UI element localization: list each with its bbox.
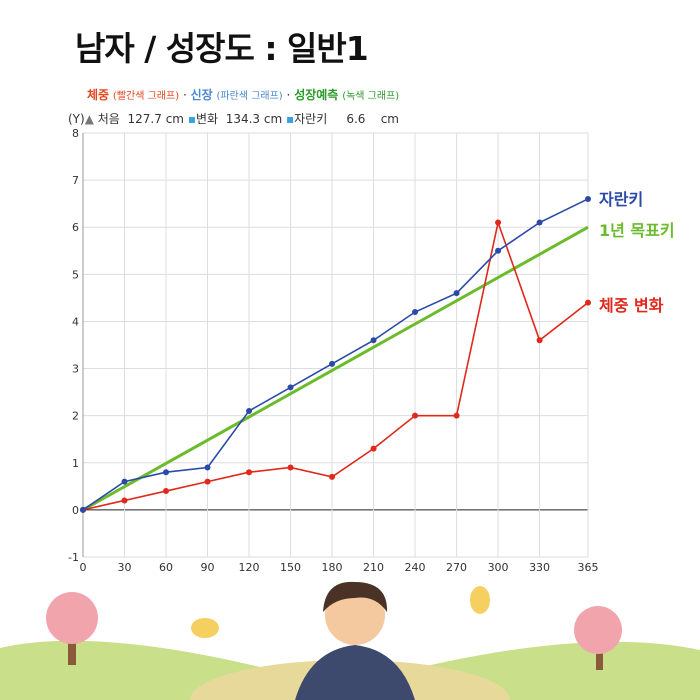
height-point: [329, 360, 336, 367]
weight-point: [412, 412, 419, 419]
y-tick-label: 0: [72, 504, 79, 517]
x-tick-label: 330: [529, 561, 550, 574]
x-tick-label: 270: [446, 561, 467, 574]
butterfly: [191, 618, 219, 638]
height-point: [370, 337, 377, 344]
height-point: [536, 219, 543, 226]
x-tick-label: 210: [363, 561, 384, 574]
bullet-icon: ▪: [187, 112, 196, 126]
weight-point: [585, 299, 591, 306]
weight-point: [204, 478, 211, 485]
bullet-icon: ▪: [286, 112, 295, 126]
x-tick-label: 60: [159, 561, 173, 574]
y-tick-label: 6: [72, 221, 79, 234]
x-tick-label: 90: [201, 561, 215, 574]
weight-point: [495, 219, 502, 226]
series-label-height: 자란키: [599, 190, 644, 209]
x-tick-label: 240: [405, 561, 426, 574]
x-tick-label: 180: [322, 561, 343, 574]
child-body: [295, 645, 415, 700]
unit: cm: [380, 112, 399, 126]
legend-height: 신장: [190, 88, 213, 102]
x-tick-label: 0: [80, 561, 87, 574]
series-line-target: [82, 225, 589, 512]
separator: ·: [286, 88, 291, 102]
info-line: (Y)▲ 처음 127.7 cm ▪변화 134.3 cm ▪자란키 6.6 c…: [68, 110, 399, 127]
y-tick-label: 3: [72, 363, 79, 376]
y-tick-label: 8: [72, 127, 79, 140]
y-axis-label: (Y): [68, 112, 85, 126]
blossom-tree: [574, 606, 622, 654]
weight-point: [287, 464, 294, 471]
illustration: [0, 581, 700, 700]
x-tick-label: 300: [488, 561, 509, 574]
height-point: [204, 464, 211, 471]
series-label-weight: 체중 변화: [599, 296, 664, 315]
x-tick-label: 30: [118, 561, 132, 574]
height-point: [585, 195, 591, 202]
butterfly: [470, 586, 490, 614]
weight-point: [246, 469, 253, 476]
height-point: [412, 309, 419, 316]
legend-forecast-note: (녹색 그래프): [342, 91, 400, 102]
weight-point: [163, 488, 170, 495]
x-tick-label: 120: [239, 561, 260, 574]
page-title: 남자 / 성장도 : 일반1: [75, 29, 369, 68]
change-value: 134.3: [225, 112, 261, 126]
legend-weight-note: (빨간색 그래프): [112, 91, 180, 102]
weight-point: [121, 497, 128, 504]
legend-weight: 체중: [87, 88, 110, 102]
tree-icon: ▲: [84, 112, 94, 126]
height-point: [121, 478, 128, 485]
weight-point: [370, 445, 377, 452]
y-tick-label: 1: [72, 457, 79, 470]
weight-point: [536, 337, 543, 344]
tree-trunk: [68, 625, 76, 665]
height-point: [246, 407, 253, 414]
series-label-target: 1년 목표키: [599, 221, 675, 240]
y-tick-label: 5: [72, 268, 79, 281]
start-label: 처음: [97, 112, 120, 126]
unit: cm: [263, 112, 283, 126]
legend-forecast: 성장예측: [294, 88, 339, 102]
legend: 체중 (빨간색 그래프) · 신장 (파란색 그래프) · 성장예측 (녹색 그…: [87, 86, 399, 103]
weight-point: [329, 473, 336, 480]
y-tick-label: 7: [72, 174, 79, 187]
y-tick-label: 2: [72, 410, 79, 423]
change-label: 변화: [195, 112, 219, 126]
x-tick-label: 365: [578, 561, 599, 574]
growth-label: 자란키: [294, 112, 328, 126]
height-point: [287, 384, 294, 391]
growth-value: 6.6: [346, 112, 366, 126]
y-tick-label: 4: [72, 315, 79, 328]
height-point: [80, 506, 86, 513]
child-hair: [323, 581, 388, 612]
weight-point: [453, 412, 460, 419]
height-point: [163, 469, 170, 476]
height-point: [453, 290, 460, 297]
blossom-tree: [46, 592, 98, 644]
height-point: [495, 247, 502, 254]
start-value: 127.7: [127, 112, 162, 126]
x-tick-label: 150: [280, 561, 301, 574]
y-tick-label: -1: [68, 551, 79, 564]
legend-height-note: (파란색 그래프): [216, 91, 283, 102]
unit: cm: [165, 112, 184, 126]
separator: ·: [182, 88, 187, 102]
